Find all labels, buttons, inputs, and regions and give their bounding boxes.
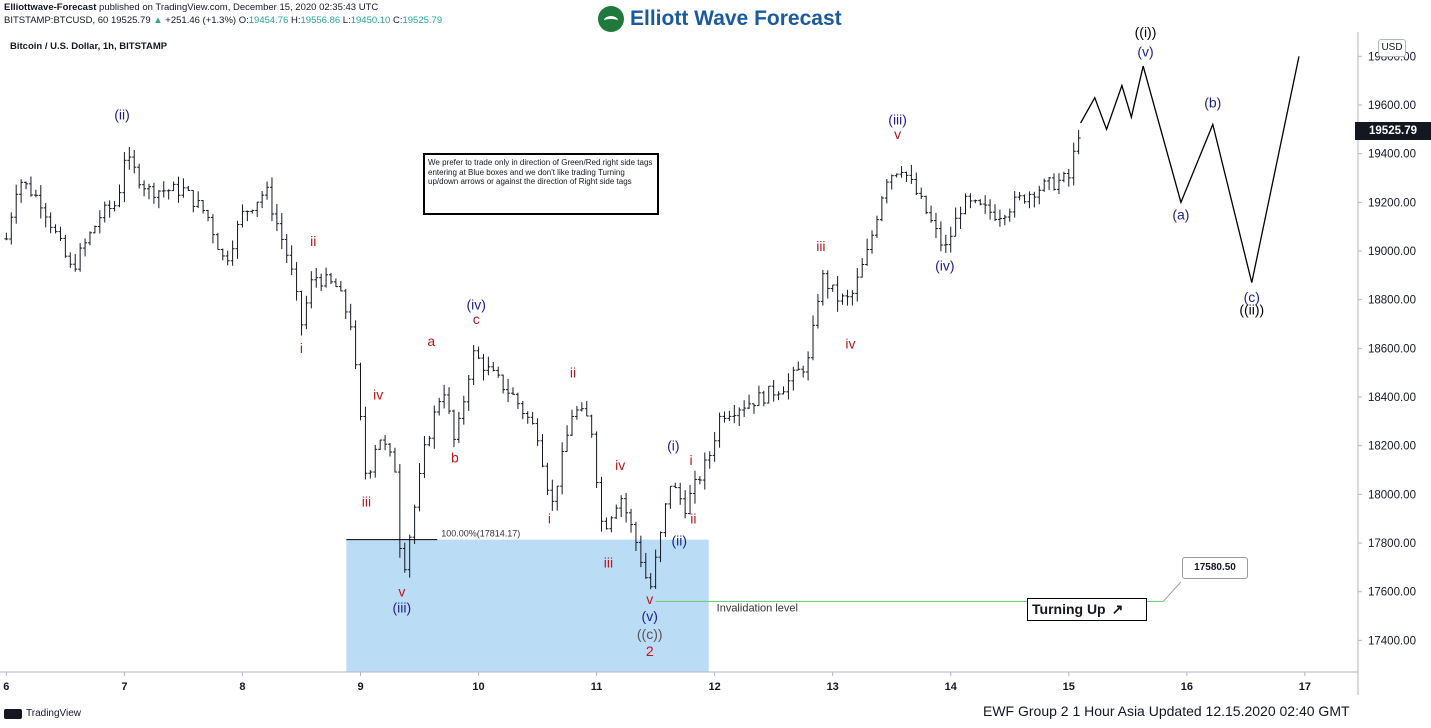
ohlc-bars — [4, 130, 1081, 590]
y-tick-label: 18000.00 — [1368, 489, 1416, 501]
y-tick-label: 18600.00 — [1368, 343, 1416, 355]
ewf-logo: Elliott Wave Forecast — [598, 6, 842, 32]
x-tick-label: 7 — [121, 681, 127, 693]
x-tick-label: 17 — [1299, 681, 1311, 693]
projection-path — [1080, 56, 1300, 283]
arrow-up-right-icon: ↗ — [1111, 601, 1124, 617]
blue-box-zone — [346, 539, 709, 672]
wave-label: (c) — [1244, 289, 1260, 305]
y-tick-label: 19000.00 — [1368, 246, 1416, 258]
wave-label: i — [548, 511, 551, 527]
wave-label: b — [451, 450, 459, 466]
wave-label: i — [300, 340, 303, 356]
y-tick-label: 17800.00 — [1368, 538, 1416, 550]
fib-100-label: 100.00%(17814.17) — [441, 529, 520, 539]
y-tick-label: 18400.00 — [1368, 392, 1416, 404]
x-tick-label: 12 — [709, 681, 721, 693]
x-tick-label: 15 — [1063, 681, 1075, 693]
wave-label: (iv) — [466, 296, 485, 312]
y-tick-label: 17400.00 — [1368, 635, 1416, 647]
wave-label: iv — [373, 386, 383, 402]
projected-wave-path — [1080, 56, 1300, 283]
wave-label: iv — [845, 335, 855, 351]
wave-label: ((i)) — [1135, 24, 1157, 40]
turning-up-label: Turning Up — [1032, 601, 1106, 617]
change-up-icon: ▲ — [153, 15, 163, 26]
last-price-tag: 19525.79 — [1355, 122, 1431, 140]
publish-info: Elliottwave-Forecast published on Tradin… — [4, 2, 379, 13]
chart-title: Bitcoin / U.S. Dollar, 1h, BITSTAMP — [10, 41, 168, 52]
wave-label: (iii) — [392, 599, 411, 615]
ohlc-info: BITSTAMP:BTCUSD, 60 19525.79 ▲ +251.46 (… — [4, 15, 443, 26]
wave-label: iii — [362, 494, 371, 510]
y-tick-label: 19200.00 — [1368, 197, 1416, 209]
invalidation-price-callout: 17580.50 — [1182, 557, 1248, 579]
x-tick-label: 16 — [1181, 681, 1193, 693]
wave-label: v — [398, 584, 405, 600]
logo-text: Elliott Wave Forecast — [630, 7, 842, 30]
wave-label: (ii) — [671, 532, 687, 548]
turning-up-box: Turning Up ↗ — [1027, 598, 1147, 621]
wave-label: (i) — [667, 438, 679, 454]
wave-labels: (ii)iiiiviiiv(iii)ab(iv)ciiiiviiiv(v)((c… — [114, 24, 1264, 659]
wave-label: ii — [310, 233, 316, 249]
x-tick-label: 14 — [945, 681, 958, 693]
wave-label: (a) — [1172, 206, 1189, 222]
y-tick-label: 18800.00 — [1368, 295, 1416, 307]
wave-label: ((c)) — [637, 626, 663, 642]
wave-label: (iii) — [888, 111, 907, 127]
y-tick-label: 19400.00 — [1368, 149, 1416, 161]
wave-label: v — [894, 126, 901, 142]
y-tick-label: 17600.00 — [1368, 587, 1416, 599]
wave-label: a — [427, 333, 435, 349]
tradingview-icon — [4, 708, 22, 719]
currency-button[interactable]: USD — [1378, 39, 1406, 57]
footer-update: EWF Group 2 1 Hour Asia Updated 12.15.20… — [983, 703, 1350, 719]
callout-leader — [1162, 581, 1182, 602]
x-tick-label: 13 — [827, 681, 839, 693]
tradingview-brand: TradingView — [4, 708, 81, 719]
y-tick-label: 18200.00 — [1368, 441, 1416, 453]
x-tick-label: 11 — [591, 681, 603, 693]
wave-label: v — [646, 591, 653, 607]
wave-label: (v) — [1137, 43, 1153, 59]
wave-label: (ii) — [114, 107, 130, 123]
wave-label: 2 — [646, 643, 654, 659]
wave-label: iv — [615, 457, 625, 473]
x-tick-label: 6 — [3, 681, 9, 693]
wave-label: ii — [570, 365, 576, 381]
wave-label: (b) — [1204, 94, 1221, 110]
x-tick-label: 9 — [357, 681, 363, 693]
x-tick-label: 8 — [239, 681, 245, 693]
wave-label: iii — [816, 238, 825, 254]
wave-label: c — [473, 311, 480, 327]
wave-label: ii — [690, 511, 696, 527]
trading-note: We prefer to trade only in direction of … — [423, 153, 659, 215]
wave-label: ((ii)) — [1239, 301, 1264, 317]
wave-label: iii — [604, 554, 613, 570]
wave-label: (v) — [642, 608, 658, 624]
y-tick-label: 19600.00 — [1368, 100, 1416, 112]
wave-logo-icon — [598, 6, 624, 32]
x-tick-label: 10 — [472, 681, 484, 693]
blue-box — [346, 539, 709, 672]
wave-label: i — [689, 452, 692, 468]
wave-label: (iv) — [935, 257, 954, 273]
invalidation-label: Invalidation level — [717, 602, 798, 614]
